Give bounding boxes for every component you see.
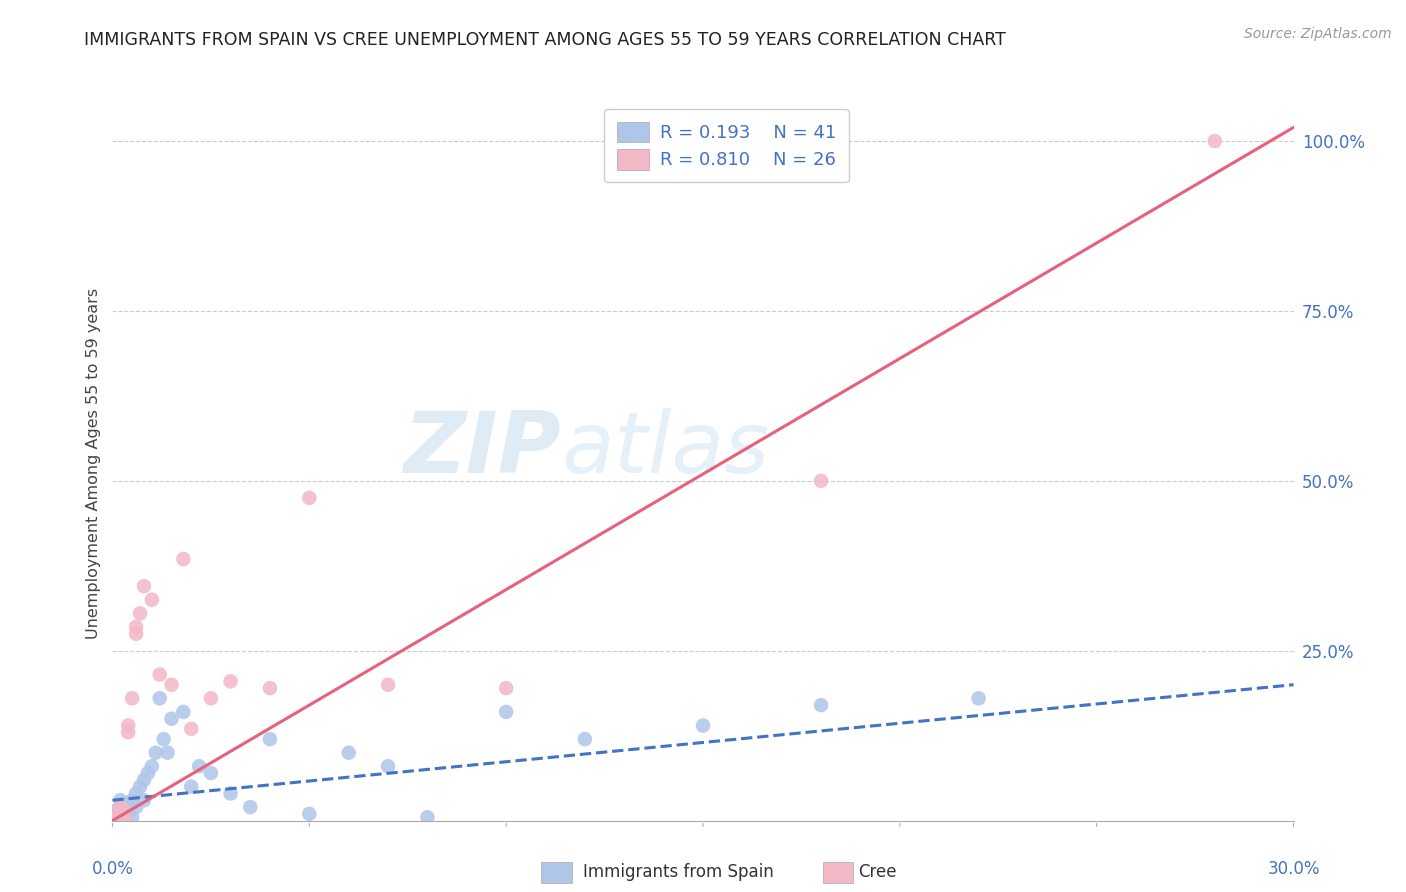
Point: [125, 787, 148, 801]
Point: [495, 705, 517, 719]
Text: 0.0%: 0.0%: [91, 860, 134, 878]
Point: [152, 732, 174, 747]
Point: [121, 793, 143, 807]
Text: Cree: Cree: [858, 863, 896, 881]
Point: [219, 674, 242, 689]
Point: [105, 810, 128, 824]
Point: [105, 804, 128, 818]
Point: [132, 793, 155, 807]
Point: [180, 722, 202, 736]
Point: [117, 806, 139, 821]
Point: [105, 806, 128, 821]
Point: [377, 759, 399, 773]
Point: [117, 797, 139, 811]
Point: [136, 766, 159, 780]
Point: [156, 746, 179, 760]
Point: [172, 552, 194, 566]
Point: [121, 691, 143, 706]
Point: [125, 626, 148, 640]
Point: [200, 766, 222, 780]
Point: [117, 718, 139, 732]
Point: [117, 725, 139, 739]
Point: [149, 691, 172, 706]
Point: [132, 579, 155, 593]
Point: [105, 810, 128, 824]
Point: [337, 746, 360, 760]
Point: [810, 698, 832, 712]
Point: [112, 804, 135, 818]
Point: [298, 491, 321, 505]
Point: [110, 793, 132, 807]
Point: [160, 712, 183, 726]
Point: [967, 691, 990, 706]
Point: [1204, 134, 1226, 148]
Text: atlas: atlas: [561, 408, 769, 491]
Point: [121, 810, 143, 824]
Point: [180, 780, 202, 794]
Point: [112, 804, 135, 818]
Point: [125, 800, 148, 814]
Point: [110, 806, 132, 821]
Point: [200, 691, 222, 706]
Point: [132, 772, 155, 787]
Text: IMMIGRANTS FROM SPAIN VS CREE UNEMPLOYMENT AMONG AGES 55 TO 59 YEARS CORRELATION: IMMIGRANTS FROM SPAIN VS CREE UNEMPLOYME…: [84, 31, 1007, 49]
Point: [112, 810, 135, 824]
Point: [125, 620, 148, 634]
Point: [110, 800, 132, 814]
Point: [110, 800, 132, 814]
Point: [239, 800, 262, 814]
Y-axis label: Unemployment Among Ages 55 to 59 years: Unemployment Among Ages 55 to 59 years: [86, 288, 101, 640]
Point: [141, 592, 163, 607]
Point: [172, 705, 194, 719]
Point: [149, 667, 172, 681]
Point: [105, 806, 128, 821]
Point: [377, 678, 399, 692]
Point: [110, 806, 132, 821]
Point: [495, 681, 517, 695]
Point: [416, 810, 439, 824]
Point: [160, 678, 183, 692]
Point: [112, 810, 135, 824]
Point: [129, 780, 152, 794]
Point: [141, 759, 163, 773]
Text: ZIP: ZIP: [404, 408, 561, 491]
Point: [574, 732, 596, 747]
Point: [219, 787, 242, 801]
Legend: R = 0.193    N = 41, R = 0.810    N = 26: R = 0.193 N = 41, R = 0.810 N = 26: [605, 109, 849, 182]
Point: [692, 718, 714, 732]
Text: 30.0%: 30.0%: [1267, 860, 1320, 878]
Point: [259, 681, 281, 695]
Point: [145, 746, 167, 760]
Text: Immigrants from Spain: Immigrants from Spain: [583, 863, 775, 881]
Point: [259, 732, 281, 747]
Text: Source: ZipAtlas.com: Source: ZipAtlas.com: [1244, 27, 1392, 41]
Point: [129, 607, 152, 621]
Point: [188, 759, 211, 773]
Point: [112, 800, 135, 814]
Point: [298, 806, 321, 821]
Point: [810, 474, 832, 488]
